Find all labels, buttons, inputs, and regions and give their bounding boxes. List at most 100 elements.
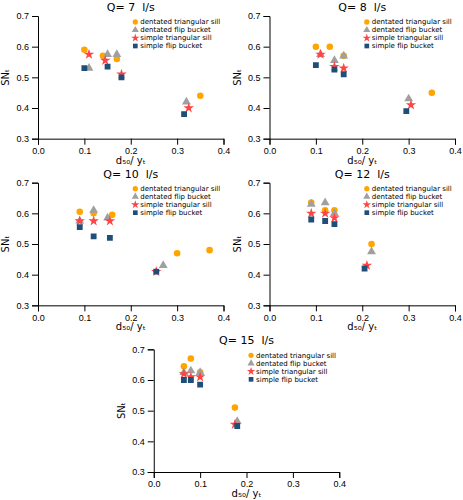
y-tick: 0.4 — [248, 103, 270, 113]
y-axis-line — [32, 183, 39, 306]
x-tick: 0.3 — [287, 472, 300, 489]
y-tick-mark — [264, 47, 270, 48]
panel: 0.00.10.20.30.40.30.40.50.60.7Q= 8 l/sd₅… — [232, 1, 462, 166]
x-tick-mark — [200, 472, 201, 478]
point — [308, 217, 314, 223]
y-axis-line — [32, 17, 39, 140]
legend: dentated triangular silldentated flip bu… — [363, 185, 452, 217]
legend-entry: simple flip bucket — [133, 209, 203, 217]
y-tick-mark — [264, 305, 270, 306]
x-tick-mark — [455, 305, 456, 311]
legend-symbol — [133, 210, 138, 215]
x-tick: 0.1 — [310, 139, 323, 156]
legend-label: simple triangular sill — [256, 368, 327, 376]
legend-symbol — [133, 186, 138, 191]
point — [197, 382, 203, 388]
point — [320, 208, 330, 218]
y-tick-label: 0.3 — [16, 134, 29, 144]
point — [103, 49, 112, 57]
legend-entry: dentated triangular sill — [133, 18, 221, 26]
legend-label: dentated flip bucket — [372, 26, 443, 34]
title: Q= 8 l/s — [338, 1, 386, 14]
legend-entry: simple triangular sill — [247, 367, 328, 376]
y-tick-label: 0.3 — [248, 134, 261, 144]
x-axis-line — [270, 306, 456, 311]
x-tick-label: 0.1 — [79, 146, 92, 156]
y-tick-mark — [264, 244, 270, 245]
panel: 0.00.10.20.30.40.30.40.50.60.7Q= 15 l/sd… — [116, 334, 346, 499]
point — [88, 215, 98, 225]
x-axis-title: d₅₀/ yₜ — [116, 155, 146, 166]
x-axis-line — [39, 139, 225, 145]
y-tick: 0.5 — [16, 73, 38, 83]
legend-entry: dentated triangular sill — [133, 185, 221, 193]
y-tick-label: 0.7 — [248, 178, 261, 188]
legend-label: dentated triangular sill — [372, 185, 452, 193]
x-tick-mark — [247, 472, 248, 478]
y-tick-label: 0.3 — [132, 467, 145, 477]
x-axis-line — [270, 139, 456, 145]
x-tick-mark — [84, 139, 85, 145]
y-tick-label: 0.7 — [16, 11, 29, 21]
legend-entry: simple flip bucket — [249, 376, 319, 384]
y-tick: 0.3 — [16, 301, 38, 311]
legend-entry: simple triangular sill — [363, 34, 444, 43]
legend: dentated triangular silldentated flip bu… — [363, 18, 452, 50]
legend-entry: dentated triangular sill — [248, 352, 336, 360]
y-tick: 0.6 — [16, 42, 38, 52]
point — [195, 371, 205, 381]
point — [188, 355, 195, 362]
point — [197, 92, 204, 99]
y-axis: 0.30.40.50.60.7 — [132, 345, 154, 478]
legend-symbol — [363, 26, 370, 32]
x-tick-label: 0.4 — [333, 479, 346, 489]
legend-symbol — [364, 210, 369, 215]
y-axis: 0.30.40.50.60.7 — [248, 11, 270, 144]
y-axis-title: SNₜ — [0, 69, 11, 86]
legend-symbol — [133, 44, 138, 49]
y-tick: 0.6 — [16, 209, 38, 219]
plot-area — [306, 197, 376, 271]
point — [153, 269, 159, 275]
y-tick: 0.5 — [16, 239, 38, 249]
x-tick: 0.4 — [449, 305, 462, 322]
point — [306, 208, 316, 218]
legend-symbol — [363, 34, 371, 42]
x-tick: 0.3 — [171, 139, 184, 156]
legend-label: dentated flip bucket — [256, 360, 327, 368]
point — [234, 423, 240, 429]
legend-symbol — [131, 200, 139, 208]
legend: dentated triangular silldentated flip bu… — [247, 352, 336, 384]
x-tick-mark — [409, 305, 410, 311]
point — [232, 404, 239, 411]
point — [329, 212, 339, 222]
x-axis-line — [154, 473, 340, 479]
legend-symbol — [131, 34, 139, 42]
y-tick-mark — [32, 275, 38, 276]
x-axis-line — [39, 306, 225, 311]
x-tick-label: 0.0 — [32, 146, 45, 156]
y-tick-label: 0.6 — [132, 375, 145, 385]
plot-area — [179, 355, 242, 429]
y-tick: 0.5 — [248, 239, 270, 249]
point — [119, 74, 125, 80]
y-tick: 0.3 — [16, 134, 38, 144]
x-tick-label: 0.4 — [218, 313, 231, 323]
x-tick: 0.0 — [148, 472, 161, 489]
legend-label: dentated triangular sill — [256, 352, 336, 360]
y-tick-mark — [264, 16, 270, 17]
x-tick-mark — [131, 305, 132, 311]
legend-symbol — [363, 193, 370, 199]
y-tick-mark — [32, 47, 38, 48]
y-tick-label: 0.4 — [16, 103, 29, 113]
y-tick-mark — [32, 139, 38, 140]
y-tick-label: 0.6 — [16, 209, 29, 219]
point — [81, 46, 88, 53]
x-tick: 0.3 — [171, 305, 184, 322]
x-axis: 0.00.10.20.30.4 — [148, 472, 346, 489]
x-axis-title: d₅₀/ yₜ — [232, 488, 262, 499]
x-tick: 0.4 — [218, 305, 231, 322]
x-tick-label: 0.1 — [79, 313, 92, 323]
point — [313, 62, 319, 68]
legend-entry: dentated triangular sill — [364, 185, 452, 193]
